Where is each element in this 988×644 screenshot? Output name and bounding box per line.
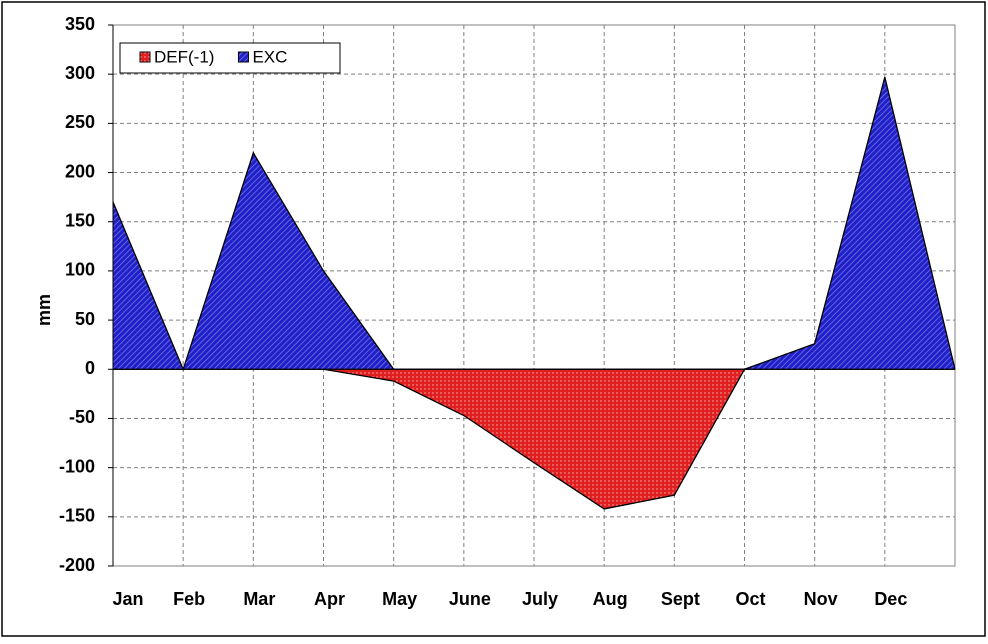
y-tick-label: 150 xyxy=(65,210,95,230)
legend-label: DEF(-1) xyxy=(154,47,214,66)
x-tick-label: Mar xyxy=(243,589,275,609)
y-tick-label: 0 xyxy=(85,358,95,378)
legend-swatch xyxy=(139,51,151,63)
x-tick-label: Aug xyxy=(593,589,628,609)
legend-label: EXC xyxy=(252,47,287,66)
legend: DEF(-1) EXC xyxy=(119,42,341,74)
x-tick-label: Jan xyxy=(112,589,143,609)
y-tick-label: 300 xyxy=(65,63,95,83)
x-tick-label: May xyxy=(382,589,417,609)
x-tick-label: Oct xyxy=(735,589,765,609)
x-tick-label: June xyxy=(449,589,491,609)
y-tick-label: 50 xyxy=(75,309,95,329)
y-tick-label: -100 xyxy=(59,456,95,476)
y-tick-label: 350 xyxy=(65,14,95,34)
y-tick-label: -200 xyxy=(59,555,95,575)
y-tick-label: 250 xyxy=(65,112,95,132)
x-tick-label: Dec xyxy=(874,589,907,609)
y-tick-label: -150 xyxy=(59,506,95,526)
y-tick-label: -50 xyxy=(69,407,95,427)
x-tick-label: July xyxy=(522,589,558,609)
legend-box xyxy=(119,42,341,74)
y-tick-label: 200 xyxy=(65,161,95,181)
y-tick-label: 100 xyxy=(65,260,95,280)
area xyxy=(113,369,955,509)
x-tick-label: Nov xyxy=(804,589,838,609)
area xyxy=(113,77,955,370)
x-tick-label: Feb xyxy=(173,589,205,609)
x-tick-label: Apr xyxy=(314,589,345,609)
x-tick-label: Sept xyxy=(661,589,700,609)
y-axis-label: mm xyxy=(34,294,54,326)
legend-swatch xyxy=(237,51,249,63)
